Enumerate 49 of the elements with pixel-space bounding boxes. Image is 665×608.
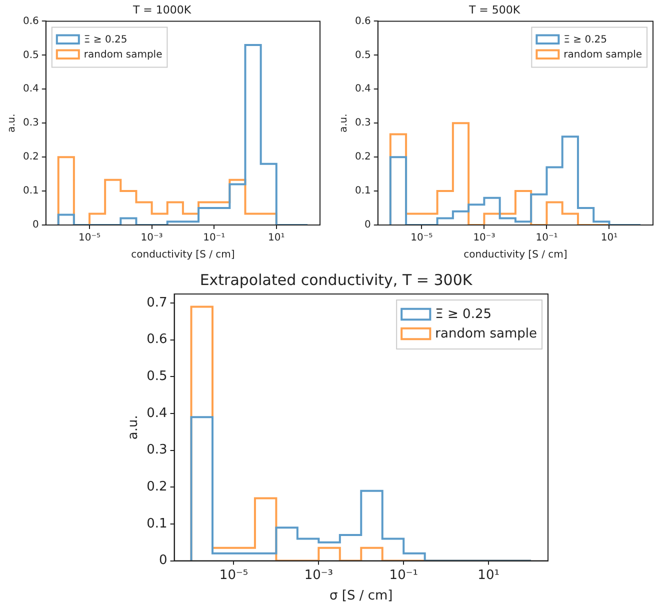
y-tick-label: 0 (158, 553, 168, 568)
x-axis-title: conductivity [S / cm] (464, 250, 568, 261)
y-tick-label: 0.3 (22, 118, 39, 129)
y-tick-label: 0.4 (22, 84, 39, 95)
legend-label: Ξ ≥ 0.25 (84, 34, 128, 46)
legend-label: random sample (84, 49, 162, 60)
legend-label: Ξ ≥ 0.25 (564, 34, 608, 46)
x-tick-label: 10⁻³ (473, 232, 496, 244)
y-tick-label: 0 (32, 220, 39, 231)
y-tick-label: 0.4 (146, 406, 168, 421)
y-tick-label: 0.2 (146, 480, 168, 495)
x-axis-title: σ [S / cm] (330, 588, 393, 604)
y-tick-label: 0 (364, 220, 371, 231)
legend-label: random sample (564, 49, 642, 60)
legend-label: Ξ ≥ 0.25 (435, 307, 492, 322)
y-tick-label: 0.6 (22, 16, 39, 27)
y-tick-label: 0.5 (354, 50, 371, 61)
y-tick-label: 0.7 (146, 295, 168, 310)
y-tick-label: 0.3 (354, 118, 371, 129)
x-tick-label: 10¹ (268, 232, 285, 244)
y-tick-label: 0.6 (354, 16, 371, 27)
y-tick-label: 0.1 (146, 516, 168, 532)
y-axis-title: a.u. (6, 114, 18, 133)
y-tick-label: 0.2 (22, 152, 39, 163)
x-tick-label: 10⁻¹ (389, 568, 418, 583)
y-tick-label: 0.5 (146, 369, 168, 384)
x-tick-label: 10¹ (478, 568, 500, 583)
x-tick-label: 10¹ (600, 232, 618, 244)
y-tick-label: 0.1 (354, 186, 371, 197)
y-axis-title: a.u. (338, 114, 350, 133)
x-tick-label: 10⁻³ (304, 568, 333, 583)
y-tick-label: 0.2 (354, 152, 371, 163)
x-tick-label: 10⁻¹ (203, 232, 226, 244)
legend-label: random sample (435, 326, 538, 342)
x-tick-label: 10⁻¹ (536, 232, 558, 244)
y-tick-label: 0.4 (354, 84, 371, 95)
chart-title: Extrapolated conductivity, T = 300K (200, 270, 474, 289)
x-tick-label: 10⁻³ (140, 232, 163, 244)
y-tick-label: 0.3 (146, 442, 168, 458)
x-tick-label: 10⁻⁵ (219, 568, 248, 583)
y-tick-label: 0.5 (22, 50, 39, 61)
x-tick-label: 10⁻⁵ (410, 232, 433, 244)
y-tick-label: 0.1 (22, 186, 39, 197)
x-axis-title: conductivity [S / cm] (131, 250, 235, 261)
y-tick-label: 0.6 (146, 332, 168, 348)
chart-title: T = 500K (468, 3, 521, 16)
chart-title: T = 1000K (132, 3, 192, 16)
x-tick-label: 10⁻⁵ (78, 232, 101, 244)
y-axis-title: a.u. (126, 415, 142, 440)
